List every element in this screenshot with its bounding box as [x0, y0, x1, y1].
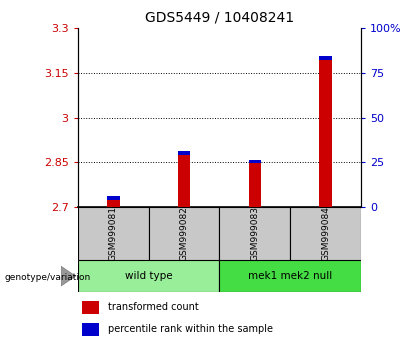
- Bar: [107, 200, 120, 207]
- Bar: [78, 260, 220, 292]
- Bar: [178, 152, 190, 155]
- Text: GSM999084: GSM999084: [321, 206, 330, 261]
- Bar: [107, 196, 120, 200]
- Text: transformed count: transformed count: [108, 302, 199, 312]
- Polygon shape: [61, 266, 76, 286]
- Text: wild type: wild type: [125, 271, 172, 281]
- Bar: [178, 155, 190, 207]
- Bar: [249, 163, 261, 207]
- Bar: [249, 160, 261, 163]
- Bar: [149, 207, 220, 260]
- Text: mek1 mek2 null: mek1 mek2 null: [248, 271, 333, 281]
- Bar: [220, 260, 361, 292]
- Bar: [319, 59, 332, 207]
- Bar: [319, 56, 332, 59]
- Bar: [82, 301, 99, 314]
- Bar: [82, 323, 99, 336]
- Title: GDS5449 / 10408241: GDS5449 / 10408241: [145, 10, 294, 24]
- Text: genotype/variation: genotype/variation: [4, 273, 90, 281]
- Text: GSM999082: GSM999082: [179, 206, 189, 261]
- Bar: [78, 207, 149, 260]
- Text: GSM999081: GSM999081: [109, 206, 118, 261]
- Bar: [220, 207, 290, 260]
- Bar: [290, 207, 361, 260]
- Text: GSM999083: GSM999083: [250, 206, 260, 261]
- Text: percentile rank within the sample: percentile rank within the sample: [108, 324, 273, 335]
